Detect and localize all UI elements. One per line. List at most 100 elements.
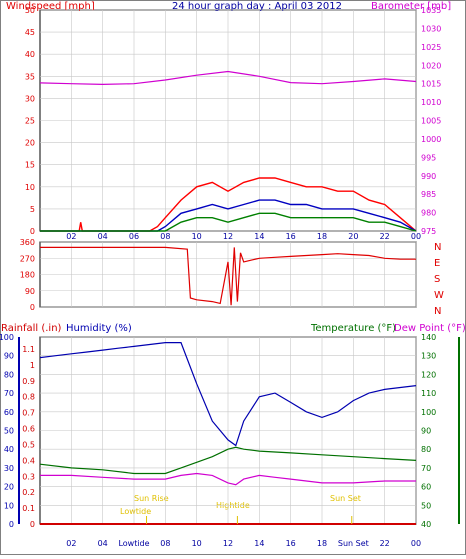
rain-axis-tick: 0.3 — [22, 472, 35, 481]
wind-axis-tick: 25 — [25, 117, 35, 126]
wind-direction-line — [40, 246, 416, 306]
humidity-axis-tick: 80 — [4, 370, 14, 379]
x-tick-label-bottom: 18 — [317, 539, 327, 548]
wind-speed-line — [40, 212, 417, 232]
compass-label: N — [434, 242, 441, 253]
temp-axis-tick: 120 — [421, 370, 436, 379]
wind-axis-tick: 5 — [30, 205, 35, 214]
x-tick-label: 10 — [192, 232, 202, 241]
x-tick-label-bottom: 12 — [223, 539, 233, 548]
rain-axis-tick: 0.4 — [22, 456, 35, 465]
x-tick-label: 08 — [160, 232, 170, 241]
direction-axis-tick: 0 — [30, 303, 35, 312]
rain-axis-tick: 1.1 — [22, 345, 35, 354]
temp-axis-tick: 60 — [421, 483, 431, 492]
compass-label: E — [434, 258, 440, 269]
rain-axis-tick: 0.1 — [22, 504, 35, 513]
baro-axis-tick: 1000 — [421, 135, 441, 144]
baro-axis-tick: 1025 — [421, 43, 441, 52]
humidity-axis-tick: 70 — [4, 389, 14, 398]
rain-axis-tick: 0.9 — [22, 377, 35, 386]
temp-axis-tick: 100 — [421, 408, 436, 417]
wind-axis-tick: 15 — [25, 161, 35, 170]
x-tick-label: 14 — [254, 232, 264, 241]
average-wind-line — [40, 199, 417, 232]
x-tick-label: 22 — [380, 232, 390, 241]
chart-title: 24 hour graph day : April 03 2012 — [172, 1, 342, 12]
x-tick-label-bottom: 10 — [192, 539, 202, 548]
x-tick-label: 00 — [411, 232, 421, 241]
humidity-axis-tick: 0 — [9, 520, 14, 529]
temp-axis-tick: 110 — [421, 389, 436, 398]
wind-axis-tick: 20 — [25, 139, 35, 148]
temp-axis-tick: 40 — [421, 520, 431, 529]
temp-axis-tick: 80 — [421, 445, 431, 454]
wind-axis-tick: 45 — [25, 28, 35, 37]
x-tick-label: 20 — [348, 232, 358, 241]
temperature-line — [39, 446, 417, 475]
rain-axis-tick: 0.5 — [22, 440, 35, 449]
baro-axis-tick: 990 — [421, 172, 436, 181]
direction-axis-tick: 90 — [25, 287, 35, 296]
x-tick-label-bottom: 16 — [286, 539, 296, 548]
baro-axis-tick: 1030 — [421, 24, 441, 33]
baro-axis-tick: 985 — [421, 190, 436, 199]
temp-axis-tick: 90 — [421, 427, 431, 436]
compass-label: S — [434, 274, 440, 285]
temp-axis-tick: 130 — [421, 352, 436, 361]
x-tick-label: 06 — [129, 232, 139, 241]
wind-axis-tick: 40 — [25, 50, 35, 59]
x-tick-label-bottom: 08 — [160, 539, 170, 548]
wind-axis-tick: 30 — [25, 94, 35, 103]
wind-axis-tick: 50 — [25, 6, 35, 15]
baro-axis-tick: 1035 — [421, 6, 441, 15]
dewpoint-line — [40, 472, 416, 486]
humidity-line — [39, 342, 417, 447]
sunrise-label: Sun Rise — [134, 494, 169, 503]
x-tick-label-bottom: 02 — [66, 539, 76, 548]
rain-axis-tick: 1 — [30, 361, 35, 370]
humidity-axis-tick: 40 — [4, 445, 14, 454]
wind-axis-tick: 0 — [30, 227, 35, 236]
baro-axis-tick: 980 — [421, 209, 436, 218]
compass-label: N — [434, 306, 441, 317]
baro-axis-tick: 1010 — [421, 98, 441, 107]
barometer-title: Barometer [mb] — [371, 1, 451, 12]
humidity-axis-tick: 90 — [4, 352, 14, 361]
humidity-title: Humidity (%) — [66, 323, 132, 334]
direction-axis-tick: 270 — [20, 254, 35, 263]
rain-axis-tick: 0.8 — [22, 393, 35, 402]
x-tick-label: 12 — [223, 232, 233, 241]
x-tick-label-bottom: 14 — [254, 539, 264, 548]
x-tick-label-bottom: 22 — [380, 539, 390, 548]
dewpoint-title: Dew Point (°F) — [394, 323, 466, 334]
temp-axis-tick: 70 — [421, 464, 431, 473]
direction-axis-tick: 360 — [20, 238, 35, 247]
humidity-axis-tick: 10 — [4, 501, 14, 510]
x-tick-label: 16 — [286, 232, 296, 241]
x-tick-label: 18 — [317, 232, 327, 241]
chart-marks: 0202040406Lowtide08081010121214141616181… — [0, 6, 460, 548]
sunset-label: Sun Set — [330, 494, 361, 503]
x-tick-label: 04 — [98, 232, 108, 241]
temperature-title: Temperature (°F) — [310, 323, 396, 334]
wind-axis-tick: 35 — [25, 72, 35, 81]
baro-axis-tick: 975 — [421, 227, 436, 236]
wind-axis-tick: 10 — [25, 183, 35, 192]
temp-axis-tick: 140 — [421, 333, 436, 342]
humidity-axis-tick: 100 — [0, 333, 14, 342]
lowtide-label: Lowtide — [120, 507, 151, 516]
humidity-axis-tick: 30 — [4, 464, 14, 473]
baro-axis-tick: 1005 — [421, 117, 441, 126]
humidity-axis-tick: 50 — [4, 427, 14, 436]
windspeed-title: Windspeed [mph] — [6, 1, 95, 12]
compass-label: W — [434, 290, 444, 301]
x-tick-label-bottom: 04 — [98, 539, 108, 548]
x-tick-label-bottom: Lowtide — [118, 539, 149, 548]
baro-axis-tick: 1015 — [421, 80, 441, 89]
temp-axis-tick: 50 — [421, 501, 431, 510]
x-tick-label-bottom: 00 — [411, 539, 421, 548]
baro-axis-tick: 995 — [421, 153, 436, 162]
